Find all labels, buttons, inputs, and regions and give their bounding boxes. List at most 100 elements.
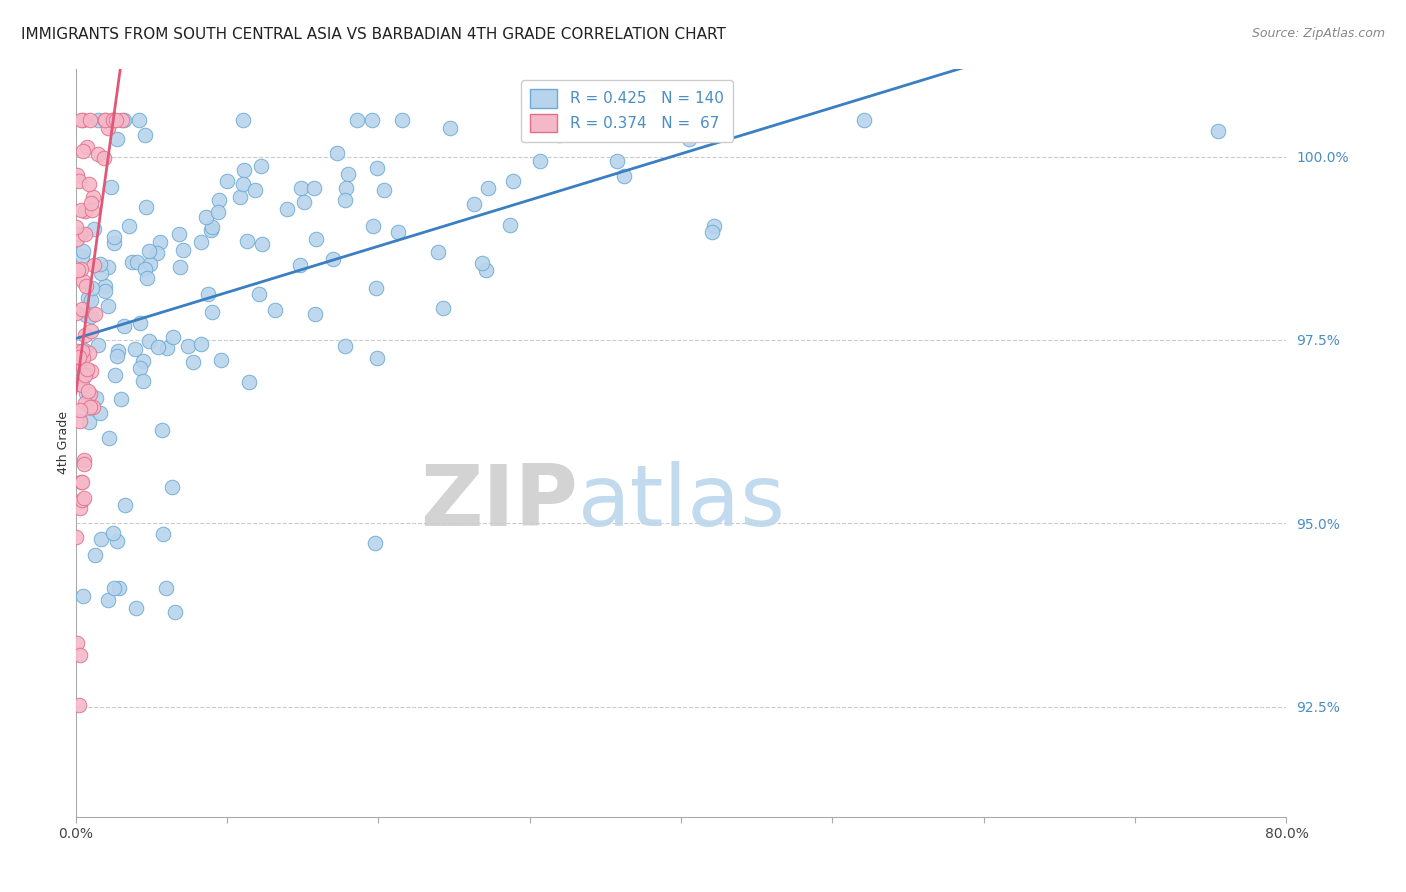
- Point: [98, 431, 121, 445]
- Point: [66, 232, 89, 246]
- Point: [73, 396, 96, 410]
- Point: [65, 219, 87, 234]
- Point: [335, 180, 357, 194]
- Point: [72, 145, 94, 159]
- Point: [606, 154, 628, 169]
- Point: [112, 112, 135, 127]
- Point: [208, 194, 231, 208]
- Point: [243, 183, 266, 197]
- Point: [76, 362, 98, 376]
- Point: [304, 307, 326, 321]
- Point: [80, 293, 103, 308]
- Point: [69, 414, 91, 428]
- Point: [72, 491, 94, 506]
- Point: [103, 112, 125, 127]
- Point: [155, 582, 177, 596]
- Point: [200, 223, 222, 237]
- Point: [163, 605, 186, 619]
- Point: [135, 200, 157, 214]
- Point: [129, 360, 152, 375]
- Point: [361, 219, 384, 233]
- Point: [107, 350, 129, 364]
- Point: [229, 189, 252, 203]
- Point: [89, 257, 111, 271]
- Point: [333, 193, 356, 207]
- Point: [90, 532, 112, 546]
- Point: [73, 227, 96, 241]
- Point: [391, 112, 413, 127]
- Point: [72, 112, 94, 127]
- Point: [427, 244, 450, 259]
- Point: [72, 589, 94, 603]
- Point: [80, 324, 103, 338]
- Point: [75, 278, 97, 293]
- Point: [209, 352, 232, 367]
- Text: IMMIGRANTS FROM SOUTH CENTRAL ASIA VS BARBADIAN 4TH GRADE CORRELATION CHART: IMMIGRANTS FROM SOUTH CENTRAL ASIA VS BA…: [21, 27, 725, 42]
- Point: [84, 308, 107, 322]
- Point: [72, 301, 94, 316]
- Point: [103, 112, 125, 127]
- Point: [65, 530, 87, 544]
- Point: [195, 210, 218, 224]
- Point: [105, 112, 128, 127]
- Point: [134, 261, 156, 276]
- Point: [215, 174, 238, 188]
- Point: [70, 344, 93, 359]
- Point: [97, 260, 120, 274]
- Point: [114, 498, 136, 512]
- Point: [72, 343, 94, 358]
- Point: [103, 581, 125, 595]
- Point: [103, 236, 125, 251]
- Point: [177, 338, 200, 352]
- Point: [678, 132, 700, 146]
- Point: [146, 245, 169, 260]
- Point: [72, 377, 94, 392]
- Point: [65, 306, 87, 320]
- Point: [135, 271, 157, 285]
- Point: [66, 169, 89, 183]
- Point: [82, 202, 104, 217]
- Text: Source: ZipAtlas.com: Source: ZipAtlas.com: [1251, 27, 1385, 40]
- Point: [114, 318, 136, 333]
- Point: [108, 581, 131, 595]
- Point: [197, 286, 219, 301]
- Point: [364, 536, 387, 550]
- Point: [80, 364, 103, 378]
- Point: [475, 263, 498, 277]
- Point: [238, 375, 260, 389]
- Point: [72, 351, 94, 365]
- Point: [366, 351, 388, 365]
- Legend: R = 0.425   N = 140, R = 0.374   N =  67: R = 0.425 N = 140, R = 0.374 N = 67: [520, 80, 733, 142]
- Point: [77, 386, 100, 401]
- Point: [82, 190, 104, 204]
- Point: [79, 112, 101, 127]
- Point: [181, 355, 204, 369]
- Point: [101, 112, 124, 127]
- Point: [103, 230, 125, 244]
- Point: [67, 377, 90, 392]
- Point: [67, 376, 90, 390]
- Point: [73, 457, 96, 471]
- Point: [75, 204, 97, 219]
- Point: [67, 350, 90, 364]
- Point: [250, 160, 273, 174]
- Point: [128, 317, 150, 331]
- Point: [162, 330, 184, 344]
- Point: [200, 219, 222, 234]
- Point: [1208, 124, 1230, 138]
- Point: [70, 475, 93, 490]
- Point: [366, 161, 388, 176]
- Text: atlas: atlas: [578, 461, 786, 544]
- Point: [77, 291, 100, 305]
- Point: [93, 279, 115, 293]
- Point: [333, 339, 356, 353]
- Point: [69, 403, 91, 417]
- Point: [124, 343, 146, 357]
- Point: [96, 593, 118, 607]
- Point: [70, 249, 93, 263]
- Point: [72, 359, 94, 374]
- Point: [346, 112, 368, 127]
- Point: [236, 235, 259, 249]
- Point: [94, 284, 117, 298]
- Point: [366, 281, 388, 295]
